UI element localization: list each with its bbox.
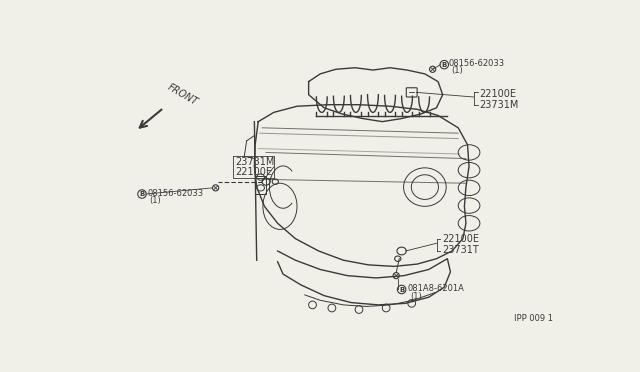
Text: IPP 009 1: IPP 009 1 [514,314,553,323]
Text: 08156-62033: 08156-62033 [147,189,204,198]
Text: 22100E: 22100E [442,234,479,244]
Text: 23731T: 23731T [442,245,479,255]
Text: 23731M: 23731M [235,157,275,167]
Bar [255,176,266,194]
Text: 23731M: 23731M [479,100,518,110]
Text: FRONT: FRONT [166,82,200,108]
Text: B: B [140,192,145,198]
Text: B: B [442,62,447,68]
Text: (1): (1) [150,196,161,205]
Text: (1): (1) [410,292,422,301]
Text: 081A8-6201A: 081A8-6201A [407,284,464,293]
Text: B: B [399,287,404,293]
Text: (1): (1) [451,66,463,75]
Text: 22100E: 22100E [479,89,516,99]
Text: 22100E: 22100E [235,167,272,177]
Text: 08156-62033: 08156-62033 [449,59,505,68]
